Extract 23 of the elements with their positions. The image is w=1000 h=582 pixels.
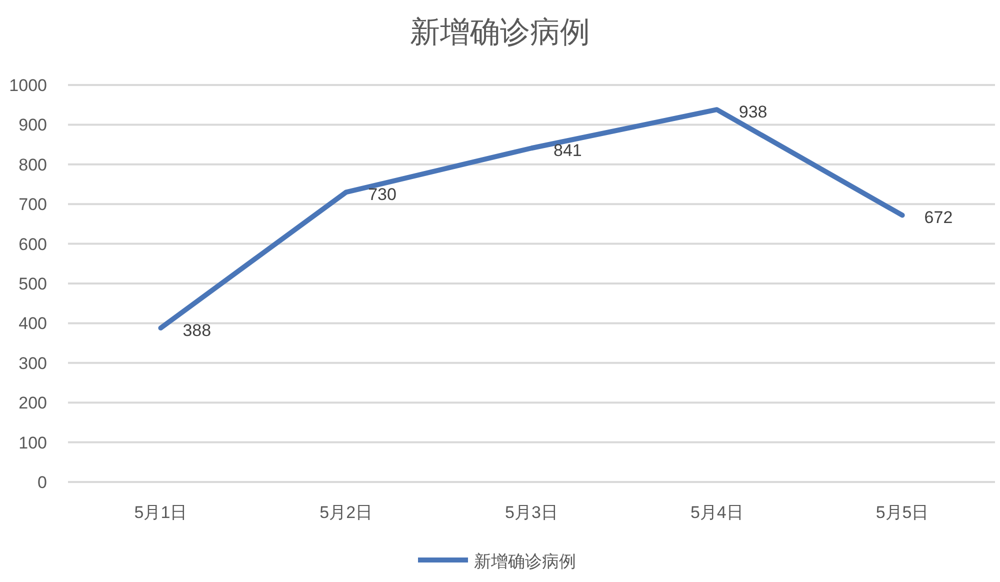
x-tick-label: 5月3日	[505, 503, 558, 522]
y-tick-label: 500	[18, 274, 47, 294]
chart-title: 新增确诊病例	[410, 16, 590, 49]
y-tick-label: 900	[18, 116, 47, 135]
y-tick-label: 100	[18, 433, 47, 452]
y-tick-label: 700	[18, 195, 47, 214]
legend-label: 新增确诊病例	[474, 552, 576, 571]
x-tick-label: 5月2日	[320, 503, 373, 522]
y-tick-label: 300	[18, 354, 47, 373]
y-tick-label: 600	[18, 234, 47, 254]
x-tick-label: 5月1日	[134, 503, 188, 522]
y-tick-label: 1000	[9, 76, 47, 95]
y-tick-label: 800	[18, 155, 47, 174]
data-label: 841	[554, 141, 582, 160]
y-tick-label: 0	[38, 473, 47, 492]
data-label: 388	[182, 320, 212, 340]
data-label: 938	[738, 102, 768, 122]
data-label: 730	[368, 185, 396, 204]
x-tick-label: 5月5日	[876, 503, 929, 522]
y-tick-label: 400	[18, 314, 47, 334]
data-label: 672	[924, 208, 953, 228]
x-tick-label: 5月4日	[690, 503, 744, 522]
y-tick-label: 200	[18, 394, 47, 413]
